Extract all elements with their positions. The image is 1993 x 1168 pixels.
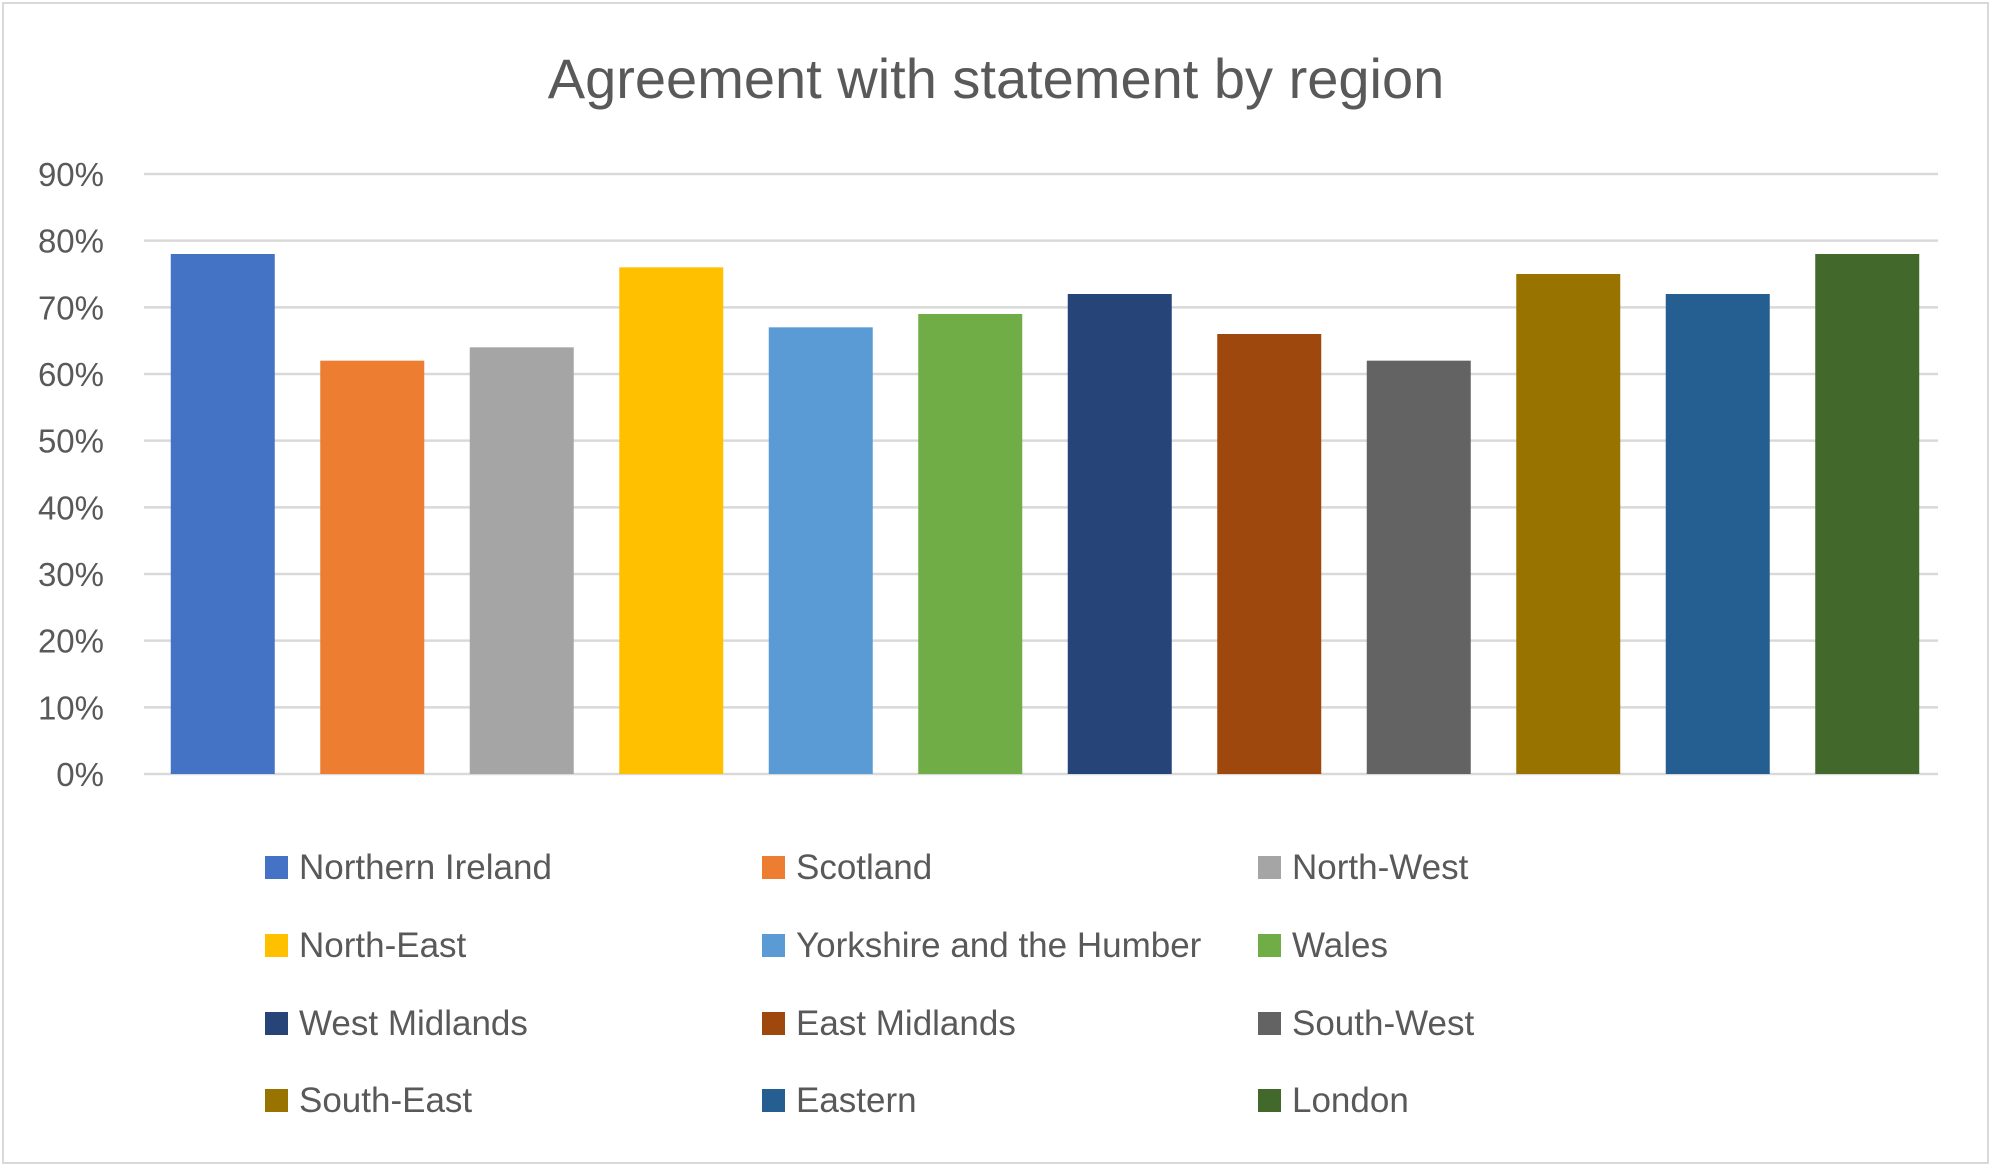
- legend-label: South-East: [299, 1081, 472, 1120]
- chart-title: Agreement with statement by region: [548, 47, 1444, 110]
- bar-north-east: [619, 267, 724, 774]
- legend-swatch: [265, 1089, 288, 1112]
- y-tick-label: 50%: [38, 423, 104, 460]
- legend-label: Wales: [1292, 926, 1388, 965]
- legend-item: Eastern: [762, 1081, 917, 1120]
- bar-south-east: [1516, 274, 1621, 774]
- legend-label: North-West: [1292, 848, 1469, 887]
- legend-label: Yorkshire and the Humber: [796, 926, 1202, 965]
- legend-item: London: [1258, 1081, 1409, 1120]
- legend-swatch: [1258, 934, 1281, 957]
- bar-east-midlands: [1217, 334, 1322, 774]
- y-tick-label: 20%: [38, 623, 104, 660]
- bar-west-midlands: [1067, 294, 1172, 774]
- legend-item: South-East: [265, 1081, 472, 1120]
- legend-swatch: [762, 934, 785, 957]
- bar-north-west: [469, 347, 574, 774]
- legend-item: West Midlands: [265, 1004, 528, 1043]
- bar-london: [1815, 254, 1920, 774]
- legend-label: Eastern: [796, 1081, 917, 1120]
- legend-swatch: [1258, 1012, 1281, 1035]
- legend-label: South-West: [1292, 1004, 1474, 1043]
- legend-item: Northern Ireland: [265, 848, 552, 887]
- legend-swatch: [762, 1089, 785, 1112]
- y-tick-label: 60%: [38, 356, 104, 393]
- y-tick-label: 90%: [38, 156, 104, 193]
- legend-label: West Midlands: [299, 1004, 528, 1043]
- bar-yorkshire-and-the-humber: [768, 327, 873, 774]
- legend-item: North-West: [1258, 848, 1469, 887]
- legend-label: East Midlands: [796, 1004, 1016, 1043]
- legend-label: North-East: [299, 926, 467, 965]
- bar-scotland: [320, 360, 425, 774]
- legend-swatch: [1258, 1089, 1281, 1112]
- bar-northern-ireland: [170, 254, 275, 774]
- legend-label: Northern Ireland: [299, 848, 552, 887]
- legend-item: Scotland: [762, 848, 932, 887]
- legend-item: Yorkshire and the Humber: [762, 926, 1202, 965]
- bar-eastern: [1665, 294, 1770, 774]
- legend-swatch: [265, 934, 288, 957]
- y-tick-label: 0%: [56, 756, 104, 793]
- bar-south-west: [1366, 360, 1471, 774]
- legend-swatch: [762, 856, 785, 879]
- y-tick-label: 10%: [38, 689, 104, 726]
- legend-swatch: [1258, 856, 1281, 879]
- legend-item: North-East: [265, 926, 467, 965]
- y-tick-label: 80%: [38, 223, 104, 260]
- y-tick-label: 30%: [38, 556, 104, 593]
- legend-label: Scotland: [796, 848, 932, 887]
- legend-swatch: [265, 856, 288, 879]
- bar-wales: [918, 314, 1023, 774]
- legend-item: South-West: [1258, 1004, 1474, 1043]
- legend-label: London: [1292, 1081, 1409, 1120]
- y-tick-label: 70%: [38, 289, 104, 326]
- legend-item: East Midlands: [762, 1004, 1016, 1043]
- legend-swatch: [762, 1012, 785, 1035]
- y-tick-label: 40%: [38, 489, 104, 526]
- legend-swatch: [265, 1012, 288, 1035]
- legend-item: Wales: [1258, 926, 1388, 965]
